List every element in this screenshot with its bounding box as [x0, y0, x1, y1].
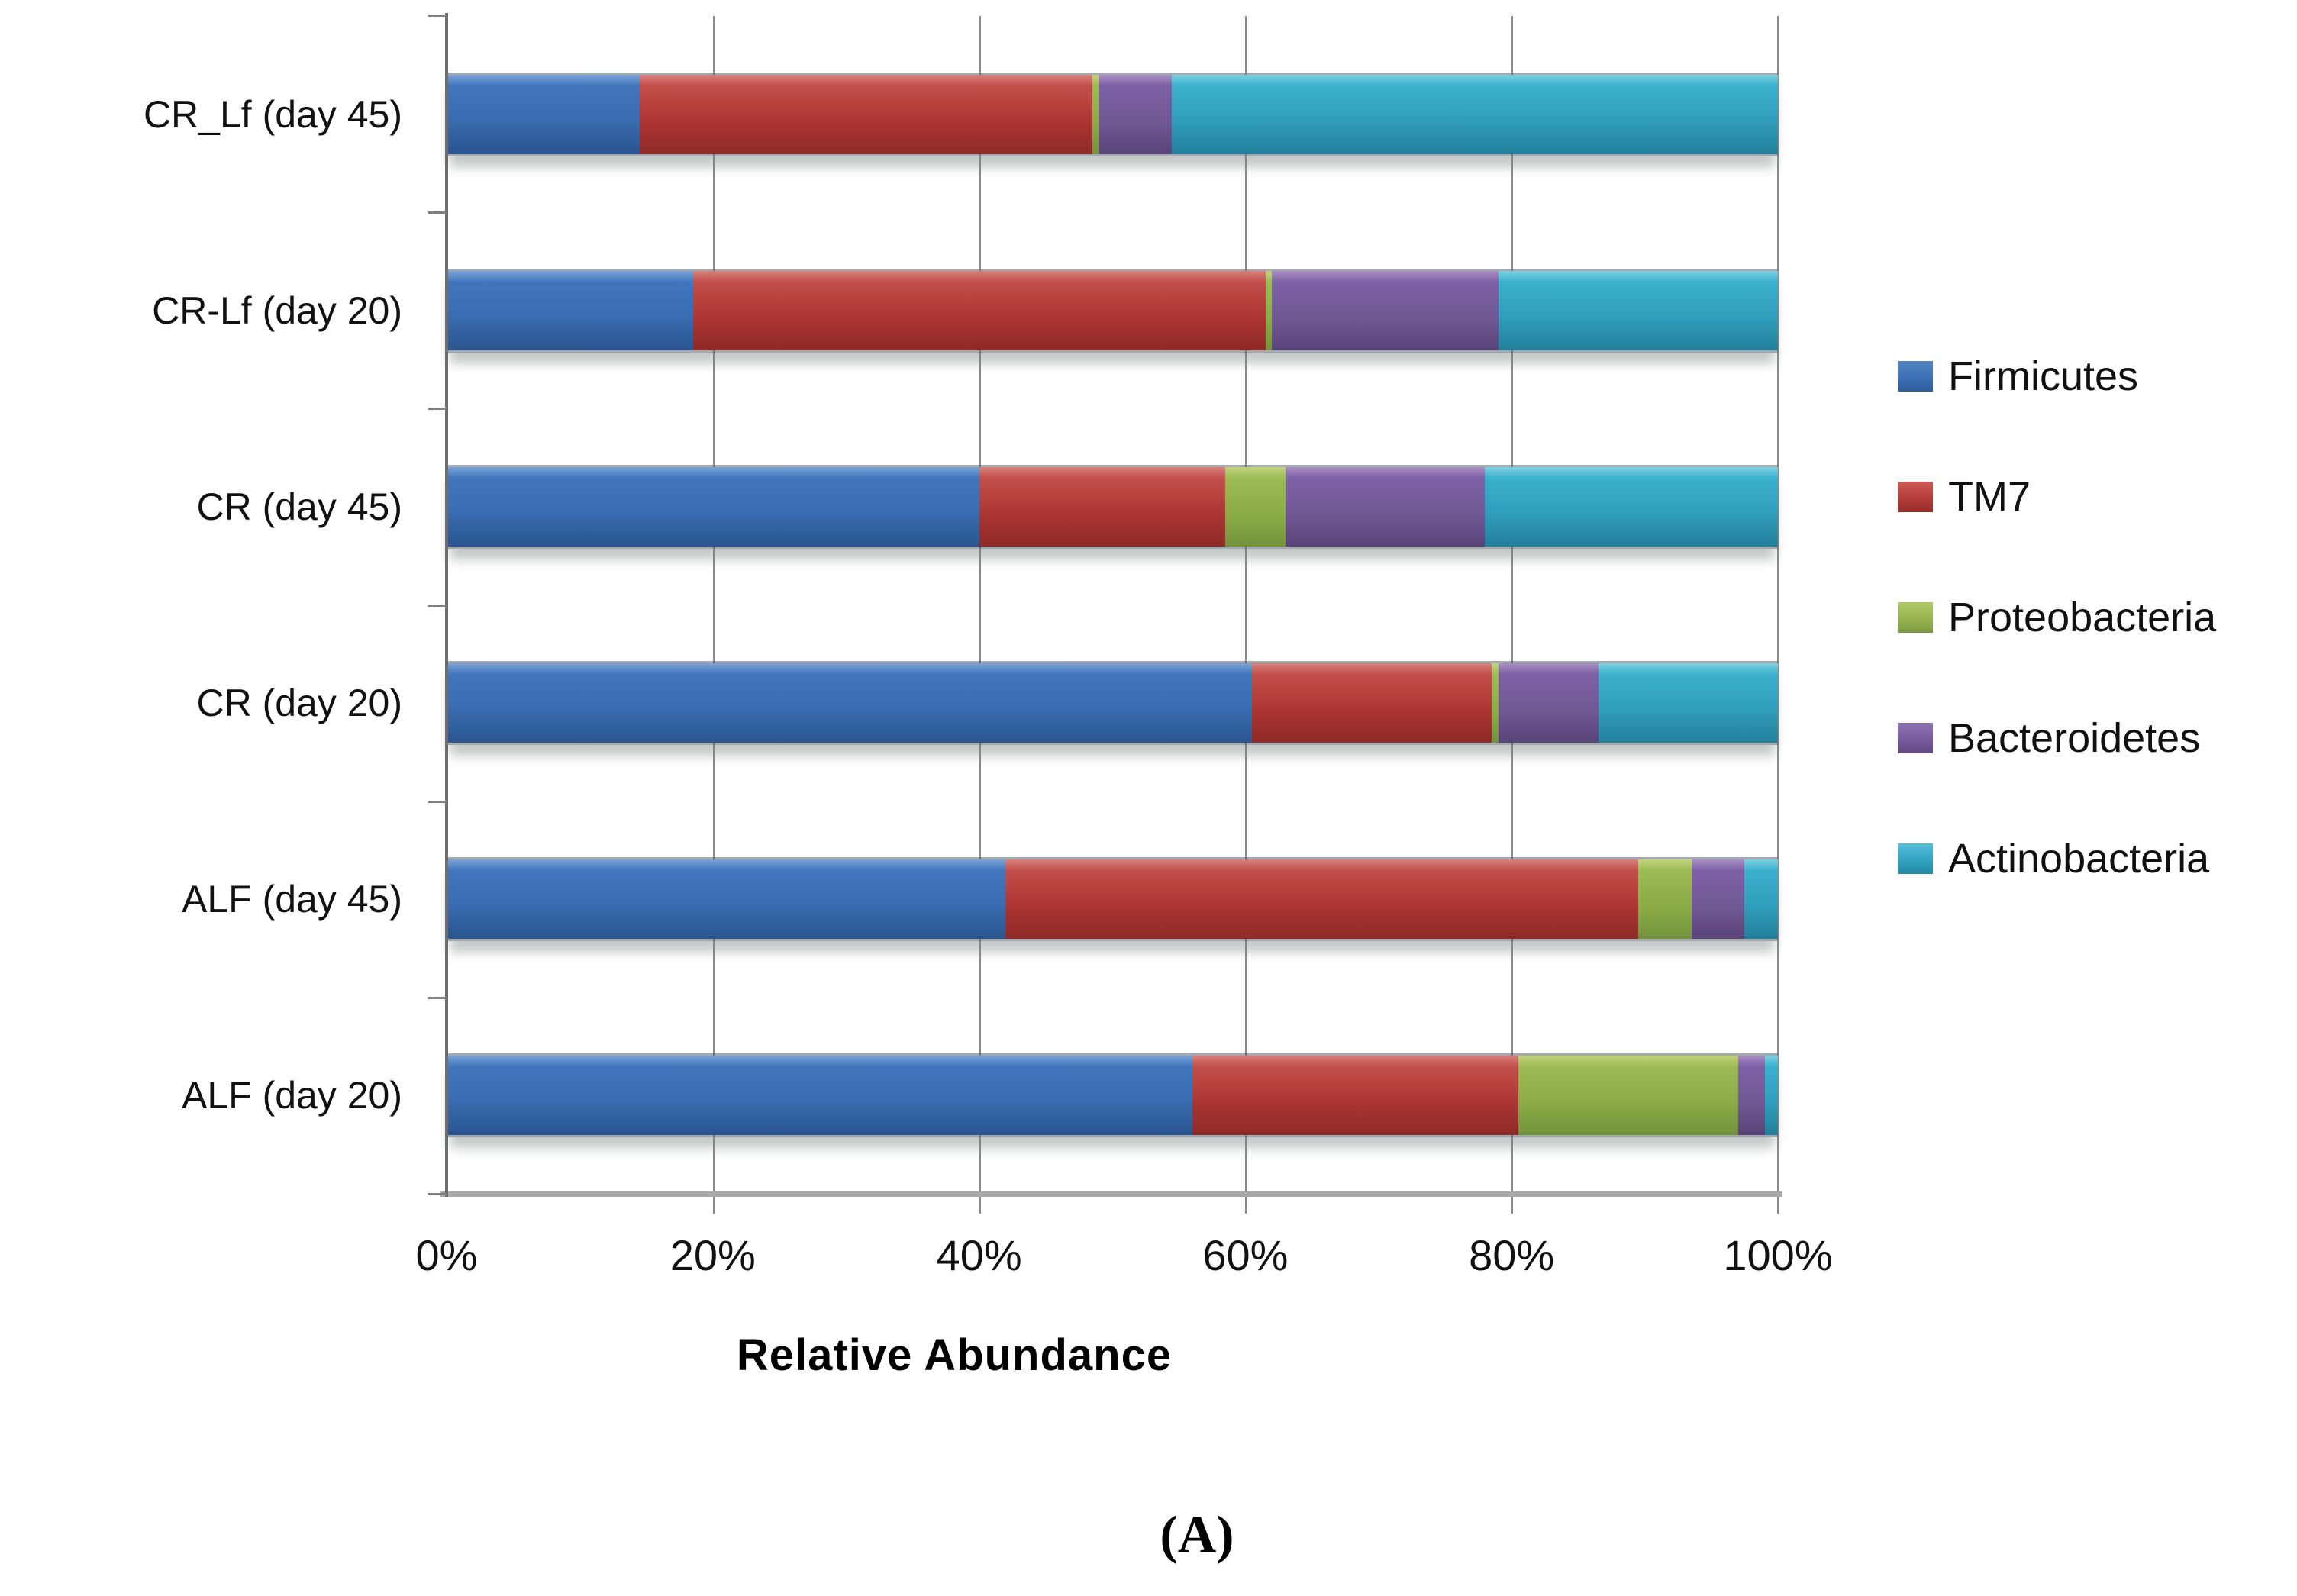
legend-label: Proteobacteria — [1948, 595, 2217, 640]
legend-label: Actinobacteria — [1948, 836, 2210, 882]
segment-actinobacteria — [1598, 663, 1778, 743]
y-axis-tick — [428, 1193, 447, 1195]
segment-tm7 — [1192, 1056, 1518, 1136]
y-axis-label: CR-Lf (day 20) — [152, 289, 402, 332]
segment-proteobacteria — [1092, 74, 1099, 154]
segment-tm7 — [692, 270, 1266, 350]
stacked-bar-alf-day20 — [447, 1053, 1778, 1138]
stacked-bar-cr-lf-day20 — [447, 268, 1778, 353]
segment-tm7 — [639, 74, 1092, 154]
legend-item-actinobacteria: Actinobacteria — [1898, 835, 2216, 882]
y-axis-label: CR (day 20) — [196, 682, 402, 725]
segment-firmicutes — [447, 859, 1006, 940]
y-axis-line — [445, 13, 448, 1197]
legend: Firmicutes TM7 Proteobacteria Bacteroide… — [1898, 353, 2216, 956]
gridline-80pct — [1511, 16, 1514, 1214]
segment-bacteroidetes — [1737, 1056, 1765, 1136]
x-tick-label: 40% — [936, 1231, 1022, 1279]
stacked-bar-alf-day45 — [447, 857, 1778, 942]
x-tick-label: 80% — [1469, 1231, 1555, 1279]
segment-proteobacteria — [1492, 663, 1499, 743]
x-axis-title: Relative Abundance — [736, 1330, 1173, 1380]
segment-bacteroidetes — [1691, 859, 1745, 940]
x-tick-label: 100% — [1723, 1231, 1833, 1279]
x-axis-tick-labels: 0% 20% 40% 60% 80% 100% — [416, 1230, 1833, 1291]
y-axis-tick — [428, 15, 447, 17]
segment-proteobacteria — [1518, 1056, 1738, 1136]
segment-proteobacteria — [1637, 859, 1692, 940]
segment-actinobacteria — [1744, 859, 1778, 940]
legend-swatch-tm7 — [1898, 482, 1933, 512]
legend-swatch-proteobacteria — [1898, 602, 1933, 633]
segment-actinobacteria — [1764, 1056, 1778, 1136]
segment-tm7 — [1252, 663, 1492, 743]
legend-swatch-bacteroidetes — [1898, 723, 1933, 753]
legend-label: TM7 — [1948, 474, 2031, 520]
y-axis-label: ALF (day 20) — [181, 1074, 402, 1117]
legend-swatch-firmicutes — [1898, 361, 1933, 392]
plot-area — [428, 13, 1782, 1214]
x-tick-label: 20% — [669, 1231, 756, 1279]
gridline-60pct — [1245, 16, 1247, 1214]
segment-firmicutes — [447, 1056, 1192, 1136]
legend-item-firmicutes: Firmicutes — [1898, 353, 2216, 400]
segment-bacteroidetes — [1098, 74, 1173, 154]
segment-firmicutes — [447, 466, 979, 547]
gridline-100pct — [1777, 16, 1779, 1214]
segment-bacteroidetes — [1498, 663, 1599, 743]
x-tick-label: 60% — [1202, 1231, 1289, 1279]
segment-tm7 — [979, 466, 1226, 547]
y-axis-labels: CR_Lf (day 45) CR-Lf (day 20) CR (day 45… — [0, 16, 425, 1194]
segment-tm7 — [1005, 859, 1638, 940]
segment-actinobacteria — [1485, 466, 1778, 547]
gridline-40pct — [979, 16, 981, 1214]
segment-firmicutes — [447, 74, 640, 154]
segment-firmicutes — [447, 663, 1253, 743]
y-axis-label: ALF (day 45) — [181, 878, 402, 921]
legend-item-proteobacteria: Proteobacteria — [1898, 594, 2216, 641]
segment-proteobacteria — [1225, 466, 1286, 547]
segment-actinobacteria — [1172, 74, 1778, 154]
y-axis-label: CR (day 45) — [196, 485, 402, 528]
y-axis-tick — [428, 211, 447, 214]
y-axis-tick — [428, 408, 447, 411]
segment-proteobacteria — [1265, 270, 1273, 350]
stacked-bar-cr-day20 — [447, 661, 1778, 746]
segment-bacteroidetes — [1272, 270, 1499, 350]
x-tick-label: 0% — [415, 1231, 478, 1279]
stacked-bar-cr-day45 — [447, 464, 1778, 549]
segment-actinobacteria — [1498, 270, 1778, 350]
y-axis-tick — [428, 604, 447, 607]
stacked-bar-cr-lf-day45 — [447, 72, 1778, 156]
legend-swatch-actinobacteria — [1898, 843, 1933, 874]
gridline-20pct — [712, 16, 715, 1214]
segment-bacteroidetes — [1285, 466, 1486, 547]
y-axis-label: CR_Lf (day 45) — [143, 92, 402, 136]
panel-caption: (A) — [1160, 1506, 1234, 1565]
legend-item-tm7: TM7 — [1898, 473, 2216, 521]
segment-firmicutes — [447, 270, 693, 350]
x-axis-line — [440, 1191, 1782, 1197]
legend-label: Firmicutes — [1948, 353, 2139, 399]
legend-label: Bacteroidetes — [1948, 715, 2201, 761]
y-axis-tick — [428, 800, 447, 803]
legend-item-bacteroidetes: Bacteroidetes — [1898, 714, 2216, 762]
y-axis-tick — [428, 996, 447, 999]
